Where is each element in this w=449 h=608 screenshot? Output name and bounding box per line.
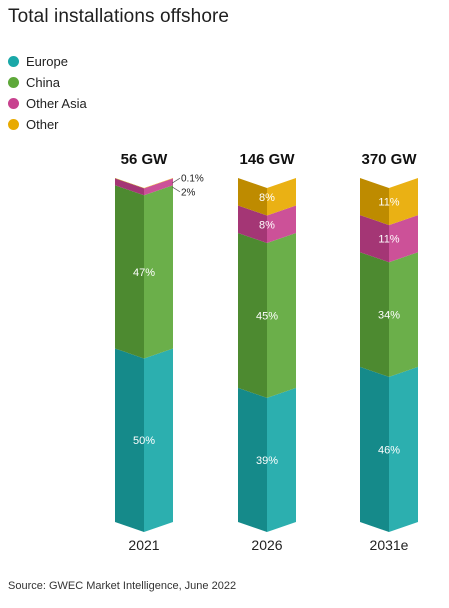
bar-face-right	[267, 178, 296, 216]
bar-face-left	[115, 348, 144, 532]
bar-face-right	[389, 215, 418, 263]
source-note: Source: GWEC Market Intelligence, June 2…	[8, 580, 237, 592]
legend-item-europe: Europe	[8, 51, 87, 72]
bar-europe-2026	[238, 387, 296, 532]
bar-face-right	[144, 348, 173, 532]
bar-other-2021	[115, 178, 173, 189]
bar-face-left	[360, 215, 389, 263]
data-label-other-2026: 8%	[259, 192, 275, 204]
legend-label-china: China	[26, 75, 60, 90]
bar-china-2031e	[360, 252, 418, 377]
bar-face-right	[144, 178, 173, 196]
data-label-europe-2021: 50%	[133, 435, 155, 447]
leader-line-other-asia-2021	[171, 186, 181, 193]
bar-face-right	[144, 178, 173, 189]
bar-face-left	[360, 178, 389, 226]
legend: Europe China Other Asia Other	[8, 51, 87, 135]
bar-face-left	[360, 252, 389, 377]
leader-line-other-2021	[171, 177, 181, 184]
data-label-other-2021: 0.1%	[181, 174, 204, 185]
bar-china-2021	[115, 185, 173, 359]
bar-other-asia-2021	[115, 178, 173, 196]
bar-face-left	[115, 185, 144, 359]
data-label-china-2021: 47%	[133, 267, 155, 279]
bar-face-right	[389, 252, 418, 377]
legend-swatch-other-asia	[8, 98, 19, 109]
data-label-other-2031e: 11%	[378, 197, 399, 209]
bar-china-2026	[238, 233, 296, 398]
data-label-other-asia-2031e: 11%	[378, 234, 399, 246]
legend-item-other: Other	[8, 114, 87, 135]
bar-face-left	[115, 178, 144, 196]
bar-other-asia-2031e	[360, 215, 418, 263]
bar-face-right	[389, 178, 418, 226]
data-label-other-asia-2021: 2%	[181, 187, 196, 198]
bar-face-left	[115, 178, 144, 189]
bar-face-left	[238, 233, 267, 398]
bar-other-2026	[238, 178, 296, 216]
bar-face-right	[267, 387, 296, 532]
bar-face-left	[238, 387, 267, 532]
category-label-2021: 2021	[128, 537, 159, 553]
category-label-2031e: 2031e	[370, 537, 409, 553]
data-label-europe-2026: 39%	[256, 455, 278, 467]
bar-europe-2021	[115, 348, 173, 532]
legend-label-europe: Europe	[26, 54, 68, 69]
bar-face-right	[267, 233, 296, 398]
legend-swatch-europe	[8, 56, 19, 67]
bar-face-left	[360, 366, 389, 532]
legend-swatch-china	[8, 77, 19, 88]
data-label-other-asia-2026: 8%	[259, 219, 275, 231]
legend-item-china: China	[8, 72, 87, 93]
legend-label-other-asia: Other Asia	[26, 96, 87, 111]
bar-face-right	[267, 205, 296, 244]
bar-other-asia-2026	[238, 205, 296, 244]
legend-label-other: Other	[26, 117, 59, 132]
bar-face-right	[389, 366, 418, 532]
bar-face-left	[238, 205, 267, 244]
data-label-china-2031e: 34%	[378, 310, 400, 322]
bar-face-right	[144, 185, 173, 359]
category-label-2026: 2026	[251, 537, 282, 553]
chart-title: Total installations offshore	[8, 6, 230, 27]
legend-item-other-asia: Other Asia	[8, 93, 87, 114]
bar-other-2031e	[360, 178, 418, 226]
bar-face-left	[238, 178, 267, 216]
bar-europe-2031e	[360, 366, 418, 532]
data-label-europe-2031e: 46%	[378, 444, 400, 456]
total-label-2026: 146 GW	[239, 151, 295, 168]
total-label-2021: 56 GW	[121, 151, 169, 168]
data-label-china-2026: 45%	[256, 310, 278, 322]
total-label-2031e: 370 GW	[361, 151, 417, 168]
legend-swatch-other	[8, 119, 19, 130]
